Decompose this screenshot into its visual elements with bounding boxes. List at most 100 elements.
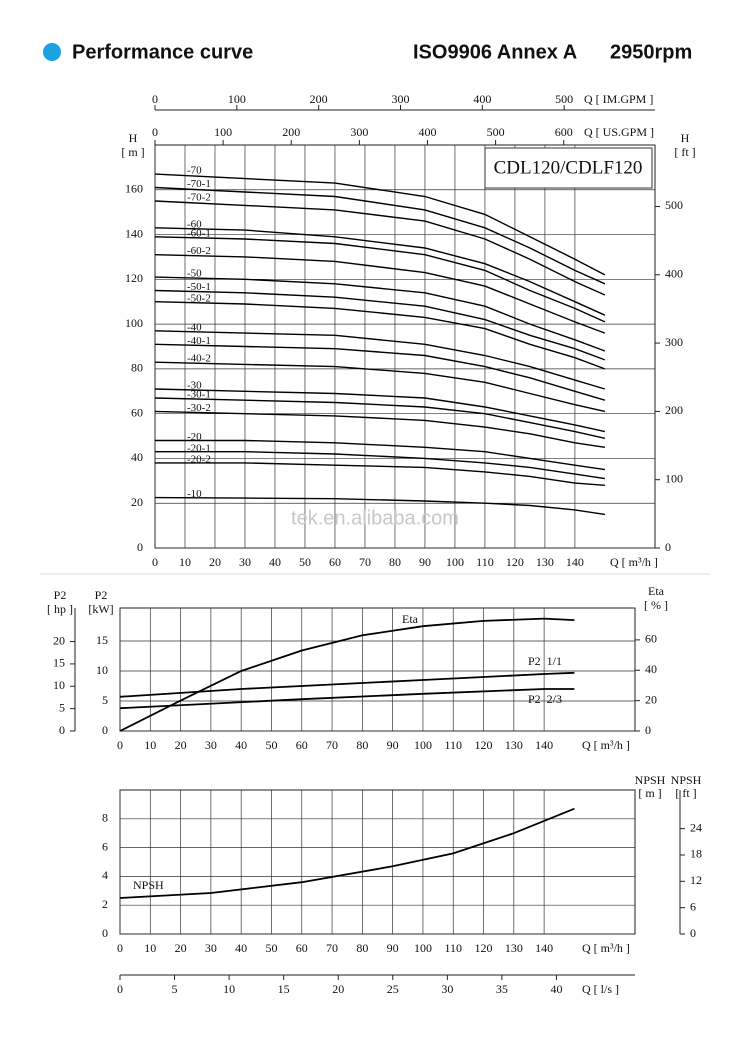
y-tick-label: 5	[102, 693, 108, 707]
x-tick-label: 20	[175, 738, 187, 752]
x-tick-label: 130	[505, 941, 523, 955]
x-tick-label: 130	[536, 555, 554, 569]
x-axis-label: Q [ m³/h ]	[610, 555, 658, 569]
x-tick-label: 90	[387, 941, 399, 955]
top-tick-label: 0	[152, 125, 158, 139]
curve	[154, 236, 606, 323]
curve-label: -20-1	[187, 442, 211, 454]
curve	[119, 617, 575, 732]
x-tick-label: 50	[265, 941, 277, 955]
curve	[154, 330, 606, 390]
series-label: P2 2/3	[528, 692, 562, 706]
y-tick-label: 2	[102, 897, 108, 911]
x-tick-label: 5	[172, 982, 178, 996]
top-tick-label: 500	[555, 92, 573, 106]
y-tick-label: 100	[125, 316, 143, 330]
y-tick-label: 0	[645, 723, 651, 737]
y-tick-label: 20	[131, 495, 143, 509]
top-tick-label: 0	[152, 92, 158, 106]
y-tick-label: 20	[53, 633, 65, 647]
x-tick-label: 10	[144, 738, 156, 752]
top-tick-label: 400	[473, 92, 491, 106]
bullet	[43, 43, 61, 61]
x-tick-label: 100	[414, 738, 432, 752]
page-title: Performance curve	[72, 41, 253, 63]
x-tick-label: 90	[387, 738, 399, 752]
y2-axis-label: Eta	[648, 584, 665, 598]
x-tick-label: 50	[265, 738, 277, 752]
curve	[154, 343, 606, 401]
x-tick-label: 20	[209, 555, 221, 569]
x-tick-label: 40	[269, 555, 281, 569]
x-tick-label: 0	[117, 941, 123, 955]
curve	[154, 301, 606, 370]
y-tick-label: 60	[131, 405, 143, 419]
x-tick-label: 35	[496, 982, 508, 996]
x-tick-label: 130	[505, 738, 523, 752]
y-tick-label: 15	[53, 656, 65, 670]
x-axis-label: Q [ m³/h ]	[582, 738, 630, 752]
x-tick-label: 20	[332, 982, 344, 996]
x-axis-label: Q [ l/s ]	[582, 982, 619, 996]
x-tick-label: 110	[444, 738, 462, 752]
chart-title: CDL120/CDLF120	[494, 157, 643, 178]
y-tick-label: 5	[59, 700, 65, 714]
x-tick-label: 120	[475, 738, 493, 752]
x-tick-label: 120	[475, 941, 493, 955]
y-tick-label: 6	[690, 899, 696, 913]
x-tick-label: 40	[550, 982, 562, 996]
top-axis-label: Q [ IM.GPM ]	[584, 92, 653, 106]
series-label: P2 1/1	[528, 654, 562, 668]
standard: ISO9906 Annex A	[413, 41, 577, 63]
y-tick-label: 24	[690, 820, 702, 834]
y-tick-label: 10	[53, 678, 65, 692]
top-tick-label: 400	[418, 125, 436, 139]
top-tick-label: 100	[228, 92, 246, 106]
y-tick-label: 160	[125, 182, 143, 196]
y-tick-label: 20	[645, 692, 657, 706]
y-axis-label: [ m ]	[121, 145, 144, 159]
curve	[154, 276, 606, 352]
y-tick-label: 100	[665, 471, 683, 485]
x-tick-label: 80	[356, 738, 368, 752]
x-tick-label: 100	[446, 555, 464, 569]
y-tick-label: 200	[665, 403, 683, 417]
x-tick-label: 120	[506, 555, 524, 569]
x-tick-label: 140	[535, 941, 553, 955]
curve	[154, 289, 606, 361]
curve	[154, 254, 606, 334]
title-box	[484, 147, 653, 189]
y-tick-label: 0	[137, 540, 143, 554]
y2-axis-label: H	[681, 131, 690, 145]
series-label: NPSH	[133, 878, 164, 892]
curve	[155, 439, 606, 471]
x-tick-label: 60	[296, 738, 308, 752]
top-axis-label: Q [ US.GPM ]	[584, 125, 654, 139]
curve-label: -20-2	[187, 453, 211, 465]
y-axis-label: P2	[54, 588, 67, 602]
curve-label: -60-2	[187, 245, 211, 257]
y-tick-label: 300	[665, 335, 683, 349]
curve	[119, 688, 575, 710]
top-tick-label: 200	[310, 92, 328, 106]
curve-label: -10	[187, 488, 202, 500]
x-tick-label: 40	[235, 738, 247, 752]
y-tick-label: 80	[131, 361, 143, 375]
y-tick-label: 15	[96, 633, 108, 647]
x-axis-label: Q [ m³/h ]	[582, 941, 630, 955]
curve	[154, 227, 606, 316]
curve	[154, 361, 606, 413]
curve-label: -30	[187, 380, 202, 392]
x-tick-label: 10	[179, 555, 191, 569]
x-tick-label: 25	[387, 982, 399, 996]
x-tick-label: 50	[299, 555, 311, 569]
y-tick-label: 0	[102, 723, 108, 737]
x-tick-label: 80	[389, 555, 401, 569]
y-tick-label: 60	[645, 632, 657, 646]
curve	[154, 410, 606, 448]
x-tick-label: 10	[223, 982, 235, 996]
x-tick-label: 110	[444, 941, 462, 955]
speed: 2950rpm	[610, 41, 692, 63]
curve	[154, 200, 606, 296]
